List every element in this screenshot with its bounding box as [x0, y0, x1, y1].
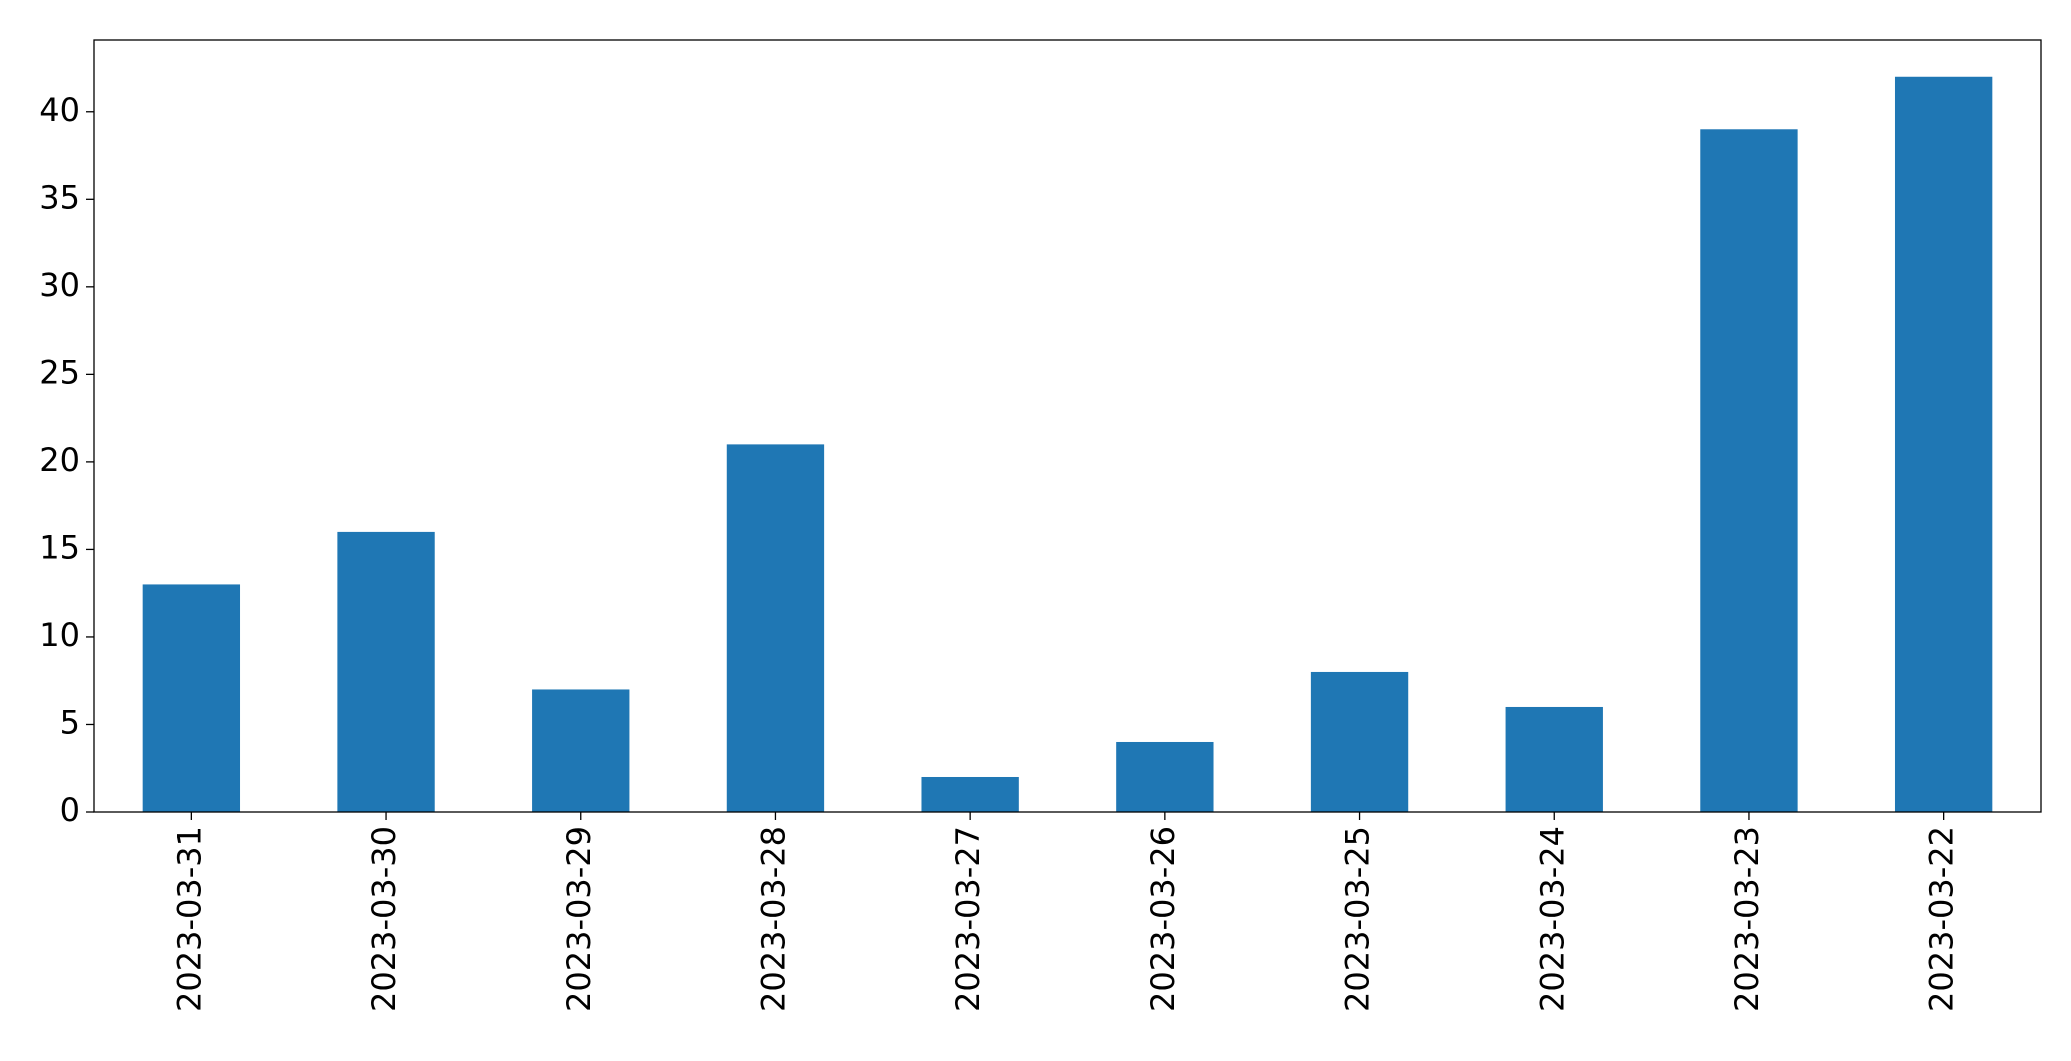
x-tick-label: 2023-03-24: [1533, 826, 1571, 1012]
bar: [142, 584, 241, 812]
bar: [921, 776, 1019, 812]
y-tick-label: 15: [39, 528, 80, 566]
y-tick-label: 20: [39, 441, 80, 479]
x-tick-label: 2023-03-31: [170, 826, 208, 1012]
y-tick-label: 40: [39, 91, 80, 129]
bar: [1116, 741, 1214, 812]
y-tick-label: 10: [39, 616, 80, 654]
x-tick-label: 2023-03-26: [1144, 826, 1182, 1012]
x-tick-label: 2023-03-25: [1339, 826, 1377, 1012]
x-tick-label: 2023-03-27: [949, 826, 987, 1012]
bar: [1700, 129, 1798, 812]
x-tick-label: 2023-03-28: [754, 826, 792, 1012]
bar: [1310, 671, 1409, 812]
plot-frame: [93, 39, 2042, 813]
x-tick-label: 2023-03-29: [560, 826, 598, 1012]
y-tick-label: 30: [39, 266, 80, 304]
y-tick-label: 35: [39, 178, 80, 216]
x-tick-label: 2023-03-23: [1728, 826, 1766, 1012]
x-tick-label: 2023-03-30: [365, 826, 403, 1012]
x-tick-label: 2023-03-22: [1923, 826, 1961, 1012]
bar: [726, 444, 825, 812]
y-tick-label: 0: [60, 791, 80, 829]
bar: [337, 531, 435, 812]
bar: [1894, 76, 1993, 812]
bar: [1505, 706, 1603, 812]
y-tick-label: 25: [39, 353, 80, 391]
y-tick-label: 5: [60, 703, 80, 741]
bar: [532, 689, 630, 812]
